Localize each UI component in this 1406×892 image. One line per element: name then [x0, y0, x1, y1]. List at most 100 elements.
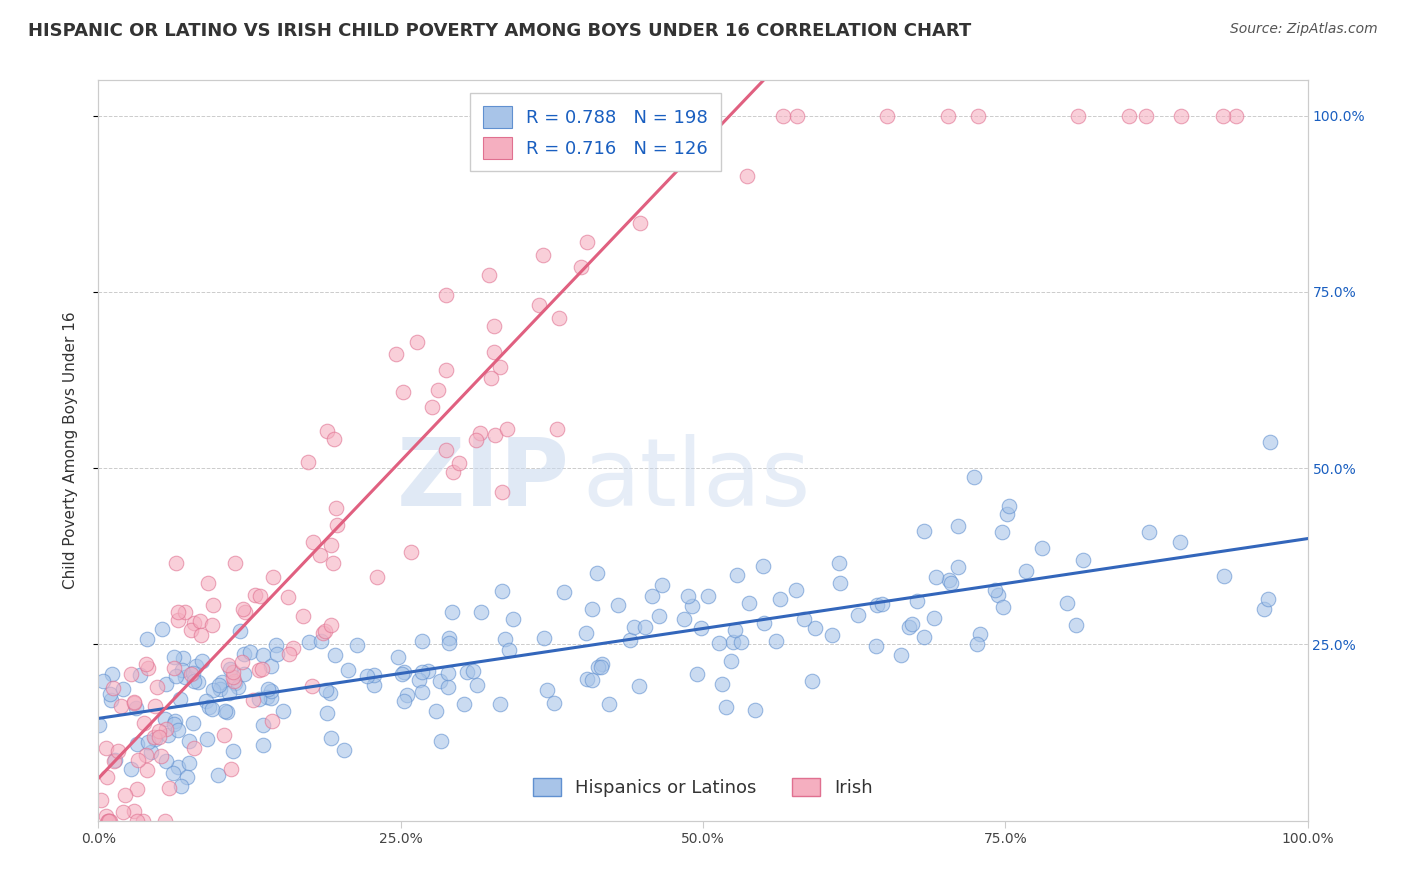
- Point: [266, 647, 288, 661]
- Point: [905, 593, 928, 607]
- Point: [125, 814, 148, 828]
- Point: [495, 422, 517, 436]
- Point: [232, 601, 254, 615]
- Point: [180, 667, 202, 681]
- Point: [218, 658, 240, 673]
- Point: [1137, 525, 1160, 540]
- Point: [162, 650, 184, 665]
- Point: [167, 723, 190, 737]
- Point: [301, 679, 323, 693]
- Point: [468, 425, 491, 440]
- Point: [229, 624, 252, 638]
- Point: [405, 334, 427, 349]
- Point: [963, 470, 986, 484]
- Point: [224, 673, 246, 688]
- Point: [302, 535, 325, 549]
- Point: [707, 636, 730, 650]
- Point: [264, 638, 287, 652]
- Point: [803, 621, 825, 635]
- Point: [127, 737, 149, 751]
- Point: [676, 590, 699, 604]
- Point: [103, 755, 125, 769]
- Point: [281, 641, 304, 656]
- Point: [991, 599, 1014, 614]
- Point: [155, 755, 177, 769]
- Point: [277, 647, 299, 661]
- Point: [865, 640, 887, 654]
- Point: [465, 434, 488, 448]
- Point: [478, 268, 501, 282]
- Point: [132, 715, 155, 730]
- Point: [202, 682, 225, 697]
- Point: [922, 611, 945, 625]
- Point: [249, 663, 271, 677]
- Point: [195, 731, 218, 746]
- Point: [569, 260, 592, 274]
- Point: [1118, 109, 1140, 123]
- Point: [681, 599, 703, 613]
- Point: [252, 648, 274, 662]
- Point: [146, 681, 169, 695]
- Point: [190, 628, 212, 642]
- Point: [94, 741, 117, 756]
- Point: [586, 566, 609, 580]
- Point: [100, 693, 122, 707]
- Point: [502, 612, 524, 626]
- Point: [936, 109, 959, 123]
- Point: [262, 714, 284, 729]
- Point: [686, 667, 709, 681]
- Point: [260, 684, 283, 698]
- Point: [437, 665, 460, 680]
- Point: [546, 421, 568, 435]
- Point: [224, 556, 246, 570]
- Point: [946, 519, 969, 533]
- Point: [201, 598, 224, 612]
- Point: [163, 717, 186, 731]
- Point: [634, 620, 657, 634]
- Point: [155, 677, 177, 691]
- Point: [769, 591, 792, 606]
- Point: [167, 760, 190, 774]
- Point: [479, 371, 502, 385]
- Point: [946, 560, 969, 574]
- Point: [100, 687, 122, 701]
- Point: [94, 809, 117, 823]
- Point: [311, 633, 333, 648]
- Point: [221, 665, 243, 680]
- Point: [420, 400, 443, 414]
- Point: [938, 573, 960, 587]
- Point: [690, 622, 713, 636]
- Point: [169, 779, 191, 793]
- Point: [231, 656, 253, 670]
- Point: [136, 632, 159, 646]
- Point: [484, 427, 506, 442]
- Point: [495, 632, 517, 647]
- Point: [142, 731, 165, 745]
- Point: [332, 743, 354, 757]
- Point: [188, 614, 211, 628]
- Point: [998, 499, 1021, 513]
- Point: [411, 685, 433, 699]
- Point: [127, 753, 149, 767]
- Point: [391, 666, 413, 681]
- Point: [217, 705, 239, 719]
- Point: [866, 599, 889, 613]
- Point: [165, 669, 187, 683]
- Point: [399, 545, 422, 559]
- Point: [553, 585, 575, 599]
- Point: [394, 694, 416, 708]
- Point: [89, 793, 111, 807]
- Point: [321, 731, 343, 745]
- Point: [233, 666, 256, 681]
- Point: [181, 665, 204, 680]
- Point: [727, 568, 749, 582]
- Point: [163, 714, 186, 728]
- Point: [987, 588, 1010, 602]
- Point: [323, 648, 346, 663]
- Point: [456, 665, 478, 680]
- Point: [214, 704, 236, 718]
- Point: [148, 723, 170, 738]
- Point: [169, 691, 191, 706]
- Point: [1258, 434, 1281, 449]
- Point: [912, 524, 935, 538]
